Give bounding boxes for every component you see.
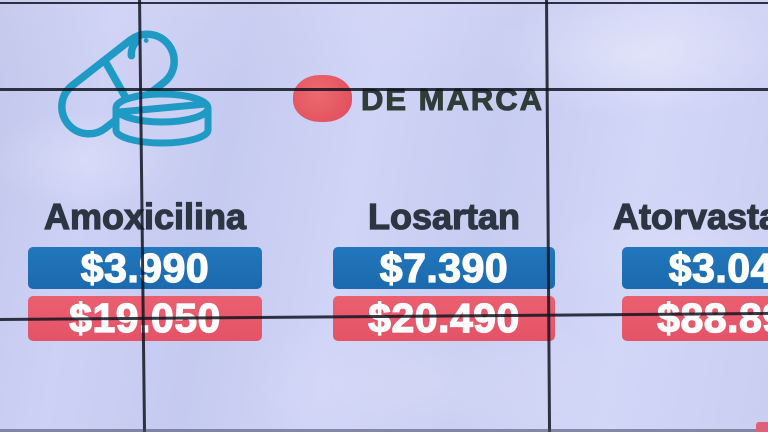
product-name: Losartan bbox=[367, 196, 521, 237]
capsule-shine-dot bbox=[143, 38, 149, 43]
price-badge-blue: $3.040 bbox=[622, 244, 768, 291]
price-text: $88.890 bbox=[656, 294, 768, 341]
brand-marker-dot bbox=[293, 75, 352, 122]
price-badge-blue: $7.390 bbox=[333, 244, 555, 291]
product-column: Losartan $7.390 $20.490 bbox=[333, 196, 555, 342]
frame-bottom-edge bbox=[0, 429, 768, 432]
product-column: Atorvastatina $3.040 $88.890 bbox=[612, 197, 768, 342]
price-badge-red: $20.490 bbox=[333, 294, 555, 342]
price-text: $7.390 bbox=[379, 244, 509, 291]
panel-seam-horizontal bbox=[0, 88, 768, 91]
capsule-shine bbox=[127, 38, 140, 60]
price-text: $3.990 bbox=[80, 244, 210, 291]
price-text: $3.040 bbox=[668, 244, 768, 291]
brand-legend-label: DE MARCA bbox=[360, 82, 545, 118]
price-text: $20.490 bbox=[367, 294, 520, 341]
partial-graphic-corner bbox=[756, 422, 768, 432]
panel-seam-horizontal bbox=[0, 2, 768, 4]
tablet-score-line bbox=[118, 100, 207, 116]
price-badge-blue: $3.990 bbox=[28, 244, 262, 291]
price-badge-red: $88.890 bbox=[622, 294, 768, 342]
product-name: Amoxicilina bbox=[43, 196, 247, 237]
product-name: Atorvastatina bbox=[612, 196, 768, 237]
